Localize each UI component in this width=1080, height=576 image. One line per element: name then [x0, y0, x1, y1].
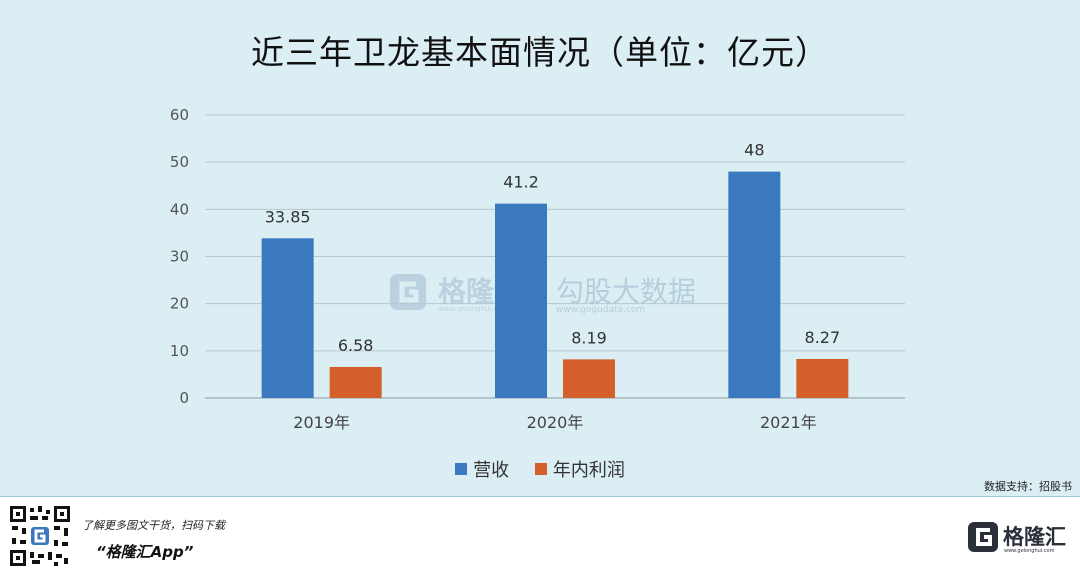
- gelonghui-logo-icon: [390, 274, 426, 310]
- watermark-brand-2: 勾股大数据: [556, 275, 697, 308]
- y-tick-label: 10: [170, 342, 189, 360]
- chart-panel: 近三年卫龙基本面情况（单位：亿元） 格隆汇 www.gelonghui.com …: [0, 0, 1080, 496]
- bar-chart: 0 10 20 30 40 50 60 33.85 6.58 2019年 41.2 8.19 2020年…: [170, 106, 905, 432]
- logo-url: www.gelonghui.com: [1004, 548, 1055, 554]
- watermark-url: www.gelonghui.com: [438, 305, 509, 313]
- bar-revenue: [495, 203, 547, 398]
- y-tick-label: 30: [170, 248, 189, 266]
- bar-revenue: [728, 171, 781, 398]
- legend: 营收 年内利润: [0, 456, 1080, 482]
- legend-item-profit: 年内利润: [534, 456, 625, 482]
- qr-code-icon[interactable]: [8, 504, 72, 568]
- data-label: 48: [744, 141, 764, 160]
- bar-profit: [796, 358, 849, 398]
- x-tick-label: 2021年: [760, 413, 817, 432]
- x-tick-label: 2019年: [293, 413, 350, 432]
- legend-label-profit: 年内利润: [552, 460, 625, 481]
- promo-app-name: “格隆汇App”: [96, 543, 194, 561]
- data-label: 33.85: [265, 207, 311, 226]
- y-tick-label: 20: [170, 295, 189, 313]
- watermark-url-2: www.gogudata.com: [556, 305, 646, 315]
- y-tick-label: 60: [170, 106, 189, 124]
- footer-divider: [0, 496, 1080, 497]
- logo-text: 格隆汇: [1003, 525, 1066, 549]
- chart-title: 近三年卫龙基本面情况（单位：亿元）: [251, 33, 829, 72]
- promo-text: 了解更多图文干货，扫码下载: [82, 519, 225, 532]
- footer: 了解更多图文干货，扫码下载 “格隆汇App” 格隆汇 www.gelonghui…: [0, 496, 1080, 576]
- bar-profit: [329, 366, 382, 398]
- x-tick-label: 2020年: [527, 413, 584, 432]
- y-tick-label: 0: [179, 389, 189, 407]
- data-label: 8.27: [805, 328, 841, 347]
- data-label: 6.58: [338, 336, 374, 355]
- y-tick-label: 40: [170, 200, 189, 218]
- legend-item-revenue: 营收: [455, 456, 509, 482]
- logo-mark-icon: [968, 522, 998, 552]
- legend-swatch-revenue: [455, 463, 468, 475]
- data-label: 8.19: [571, 328, 607, 347]
- y-tick-label: 50: [170, 153, 189, 171]
- legend-swatch-profit: [534, 463, 547, 475]
- legend-label-revenue: 营收: [473, 460, 510, 481]
- source-note: 数据支持：招股书: [984, 480, 1072, 493]
- gelonghui-logo: 格隆汇 www.gelonghui.com: [968, 522, 1066, 554]
- bar-profit: [563, 359, 615, 398]
- data-label: 41.2: [503, 173, 539, 192]
- bar-revenue: [261, 238, 314, 398]
